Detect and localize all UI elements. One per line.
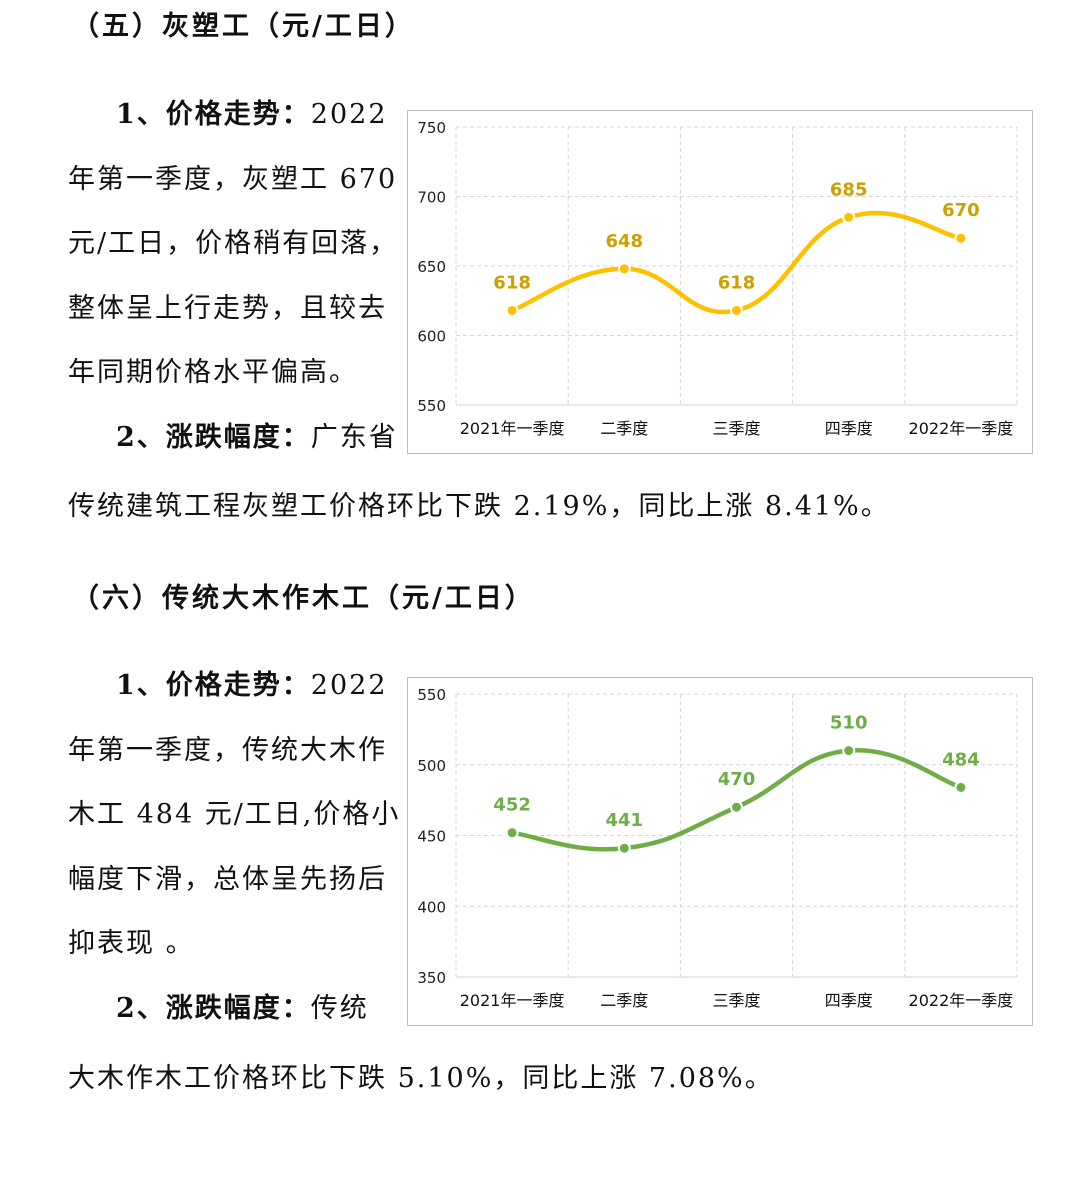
y-tick-label: 650 (417, 258, 446, 276)
para-line: 2、涨跌幅度：传统 (116, 992, 369, 1024)
data-point (730, 800, 743, 814)
x-tick-label: 二季度 (600, 991, 648, 1010)
section-5-paragraph: 1、价格走势：2022 年第一季度，灰塑工 670 元/工日，价格稍有回落， 整… (68, 83, 399, 471)
data-point (617, 841, 631, 855)
data-point (954, 780, 968, 794)
x-tick-label: 2022年一季度 (909, 419, 1014, 438)
para-line: 抑表现 。 (68, 928, 195, 960)
data-point (842, 744, 856, 758)
y-tick-label: 700 (417, 189, 446, 207)
x-tick-label: 2021年一季度 (460, 419, 565, 438)
data-label: 685 (830, 179, 868, 200)
y-tick-label: 450 (417, 828, 446, 846)
series-line (509, 210, 964, 315)
para-line: 元/工日，价格稍有回落， (68, 228, 399, 260)
x-tick-label: 四季度 (825, 419, 873, 438)
x-tick-label: 四季度 (825, 991, 873, 1010)
x-tick-label: 二季度 (600, 419, 648, 438)
para-line: 整体呈上行走势，且较去 (68, 292, 387, 324)
para-line: 年同期价格水平偏高。 (68, 357, 358, 389)
data-label: 648 (606, 231, 644, 252)
data-point (617, 262, 631, 276)
data-label: 510 (830, 713, 868, 734)
data-point (954, 231, 968, 245)
y-tick-label: 550 (417, 397, 446, 415)
y-tick-label: 550 (417, 686, 446, 704)
data-label: 441 (606, 810, 644, 831)
data-point (505, 303, 519, 317)
data-label: 618 (718, 272, 756, 293)
x-tick-label: 三季度 (712, 991, 760, 1010)
chart-carpenter-price: 350 400 450 500 550 2021年一季度 二季度 三季度 四季度 2022年一季度… (407, 677, 1033, 1026)
y-tick-label: 500 (417, 757, 446, 775)
data-label: 670 (942, 200, 980, 221)
data-label: 618 (493, 272, 531, 293)
section-6-paragraph: 1、价格走势：2022 年第一季度，传统大木作 木工 484 元/工日,价格小 … (68, 654, 401, 1042)
para-line: 年第一季度，传统大木作 (68, 734, 387, 766)
y-tick-label: 350 (417, 969, 446, 987)
data-label: 470 (718, 769, 756, 790)
para-line: 1、价格走势：2022 (116, 670, 388, 701)
y-tick-label: 750 (417, 119, 446, 137)
data-point (730, 303, 743, 317)
data-point (505, 826, 519, 840)
para-line: 年第一季度，灰塑工 670 (68, 163, 398, 195)
para-line: 2、涨跌幅度：广东省 (116, 421, 398, 453)
section-5-heading: （五）灰塑工（元/工日） (72, 11, 415, 42)
x-tick-label: 三季度 (712, 419, 760, 438)
y-tick-label: 600 (417, 328, 446, 346)
x-tick-label: 2022年一季度 (909, 991, 1014, 1010)
data-label: 484 (942, 749, 980, 770)
data-point (842, 210, 856, 224)
para-line: 1、价格走势：2022 (116, 99, 388, 130)
chart-plasterer-price: 550 600 650 700 750 2021年一季度 二季度 三季度 四季度 2022年一季度… (407, 110, 1033, 454)
section-6-full-line: 大木作木工价格环比下跌 5.10%，同比上涨 7.08%。 (68, 1063, 774, 1094)
section-6-heading: （六）传统大木作木工（元/工日） (72, 583, 535, 614)
data-label: 452 (493, 795, 531, 816)
para-line: 木工 484 元/工日,价格小 (68, 799, 401, 831)
x-tick-label: 2021年一季度 (460, 991, 565, 1010)
para-line: 幅度下滑，总体呈先扬后 (68, 863, 387, 895)
section-5-full-line: 传统建筑工程灰塑工价格环比下跌 2.19%，同比上涨 8.41%。 (68, 491, 890, 522)
y-tick-label: 400 (417, 898, 446, 916)
